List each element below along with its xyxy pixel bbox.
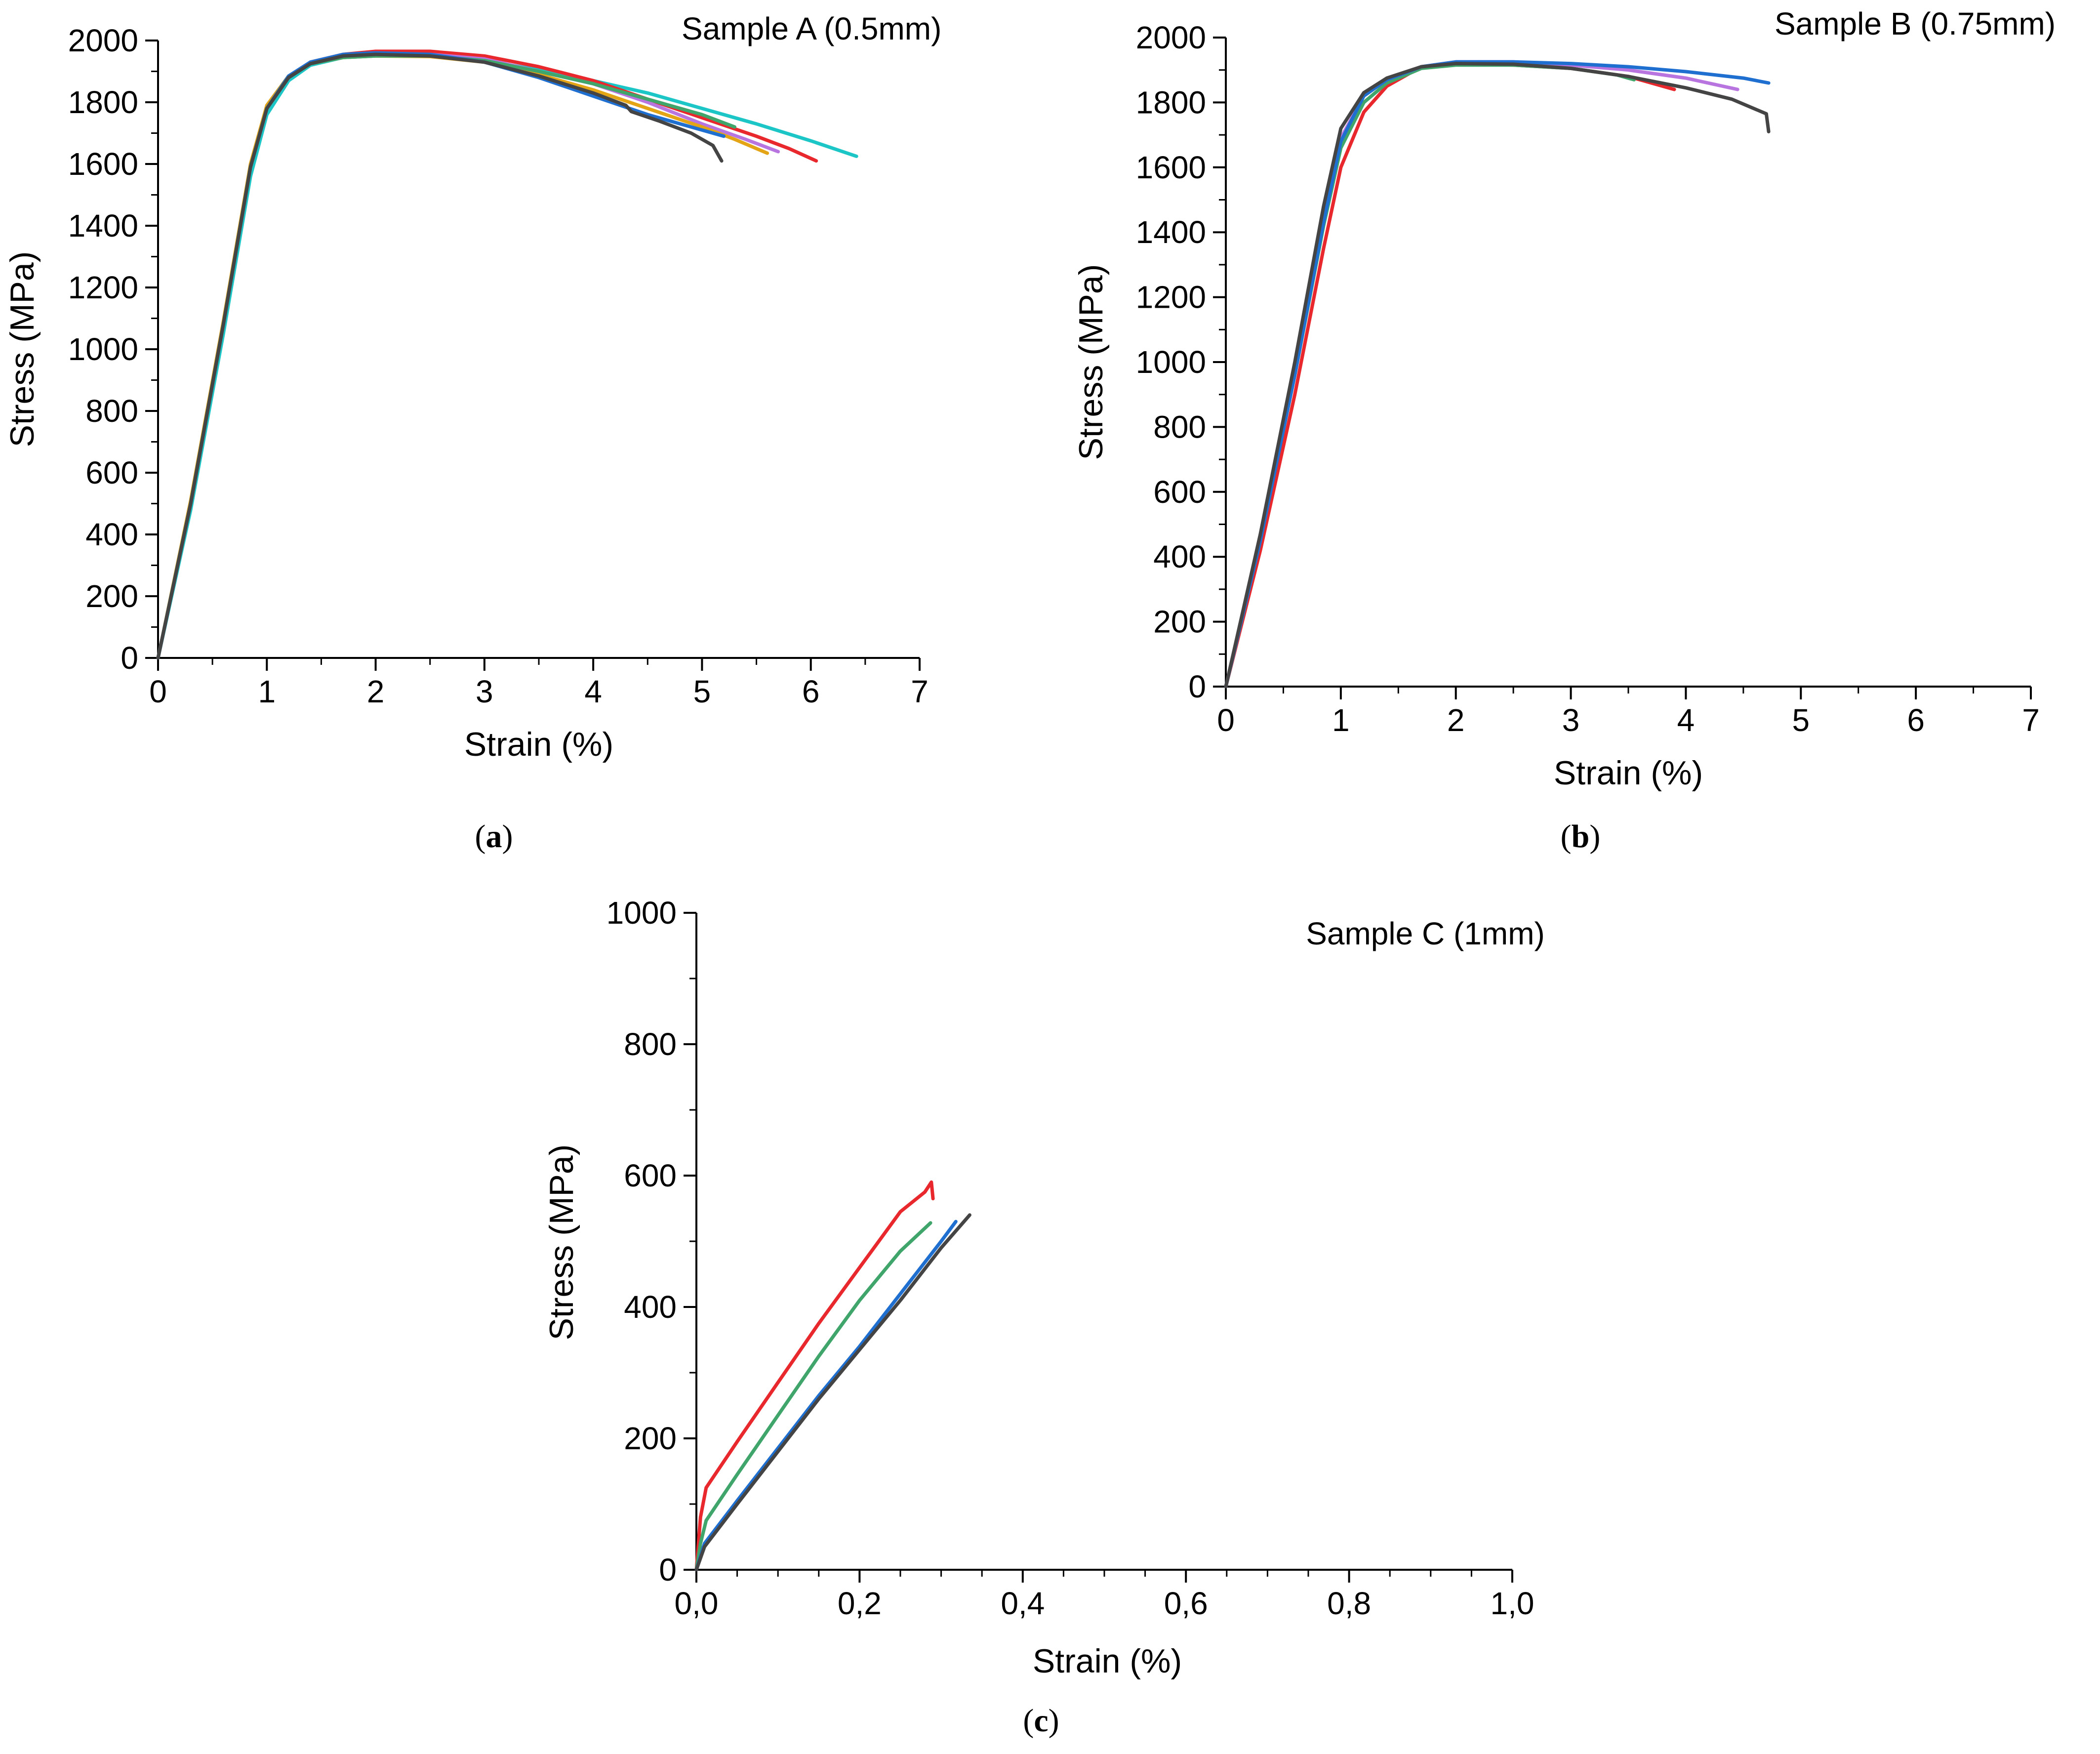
x-axis-label: Strain (%) xyxy=(464,726,613,763)
x-axis-label: Strain (%) xyxy=(1554,754,1703,792)
series-line-green xyxy=(156,54,736,660)
y-tick-label: 800 xyxy=(624,1026,677,1062)
x-tick-label: 4 xyxy=(584,674,602,709)
x-tick-label: 1 xyxy=(258,674,276,709)
x-tick-label: 5 xyxy=(693,674,711,709)
x-tick-label: 0 xyxy=(1217,702,1235,738)
x-tick-label: 0,8 xyxy=(1327,1586,1371,1621)
x-tick-label: 2 xyxy=(1447,702,1465,738)
series-line-green xyxy=(694,1221,932,1572)
y-axis-label: Stress (MPa) xyxy=(1072,264,1110,460)
y-tick-label: 200 xyxy=(85,578,138,614)
series-line-blue xyxy=(1224,60,1771,689)
series-line-black xyxy=(694,1213,971,1572)
series-line-violet xyxy=(156,52,780,660)
y-tick-label: 1800 xyxy=(1136,84,1206,120)
y-tick-label: 2000 xyxy=(68,23,138,58)
series-line-violet xyxy=(1224,60,1739,689)
y-tick-label: 200 xyxy=(624,1421,677,1456)
y-tick-label: 400 xyxy=(624,1289,677,1325)
y-tick-label: 1600 xyxy=(68,146,138,182)
x-tick-label: 1,0 xyxy=(1491,1586,1535,1621)
y-tick-label: 0 xyxy=(1188,669,1206,704)
y-tick-label: 1800 xyxy=(68,84,138,120)
chart-title: Sample C (1mm) xyxy=(1306,916,1545,951)
y-tick-label: 0 xyxy=(121,640,138,676)
series-line-blue xyxy=(694,1220,958,1572)
y-tick-label: 800 xyxy=(1153,409,1206,445)
x-tick-label: 0,6 xyxy=(1164,1586,1208,1621)
x-tick-label: 0,4 xyxy=(1001,1586,1045,1621)
panel-a: 0 1 2 3 4 5 6 7 0 200 400 600 800 1000 1200 1400 1600 180… xyxy=(3,11,941,855)
y-tick-label: 1400 xyxy=(1136,214,1206,250)
x-tick-label: 5 xyxy=(1792,702,1810,738)
y-axis-label: Stress (MPa) xyxy=(543,1144,580,1341)
panel-caption: (b) xyxy=(1561,818,1601,855)
x-tick-label: 4 xyxy=(1677,702,1695,738)
x-tick-label: 6 xyxy=(1907,702,1925,738)
x-tick-label: 0,0 xyxy=(675,1586,719,1621)
y-tick-label: 600 xyxy=(1153,474,1206,510)
x-tick-label: 0 xyxy=(149,674,167,709)
panel-b: 0 1 2 3 4 5 6 7 0 200 400 600 800 1000 1200 1400 1600 180… xyxy=(1072,6,2056,855)
y-axis-label: Stress (MPa) xyxy=(3,251,41,448)
x-tick-label: 7 xyxy=(2022,702,2040,738)
y-tick-label: 2000 xyxy=(1136,20,1206,55)
y-tick-label: 1600 xyxy=(1136,150,1206,185)
panel-caption: (a) xyxy=(475,818,513,855)
series-line-green xyxy=(1224,63,1636,689)
series-line-blue xyxy=(156,51,726,660)
chart-title: Sample A (0.5mm) xyxy=(682,11,941,46)
y-tick-label: 1000 xyxy=(1136,344,1206,380)
y-tick-label: 400 xyxy=(85,517,138,552)
x-tick-label: 2 xyxy=(367,674,385,709)
x-tick-label: 7 xyxy=(911,674,929,709)
y-tick-label: 1200 xyxy=(68,270,138,305)
y-tick-label: 600 xyxy=(624,1158,677,1193)
x-tick-label: 3 xyxy=(476,674,493,709)
y-tick-label: 400 xyxy=(1153,539,1206,574)
series-line-black xyxy=(156,52,724,660)
x-axis-label: Strain (%) xyxy=(1033,1642,1182,1680)
panel-c: 0,0 0,2 0,4 0,6 0,8 1,0 0 200 400 600 800 1000 Sampl… xyxy=(543,895,1545,1739)
x-tick-label: 0,2 xyxy=(838,1586,882,1621)
series-line-red xyxy=(694,1180,935,1572)
x-tick-label: 1 xyxy=(1332,702,1350,738)
x-tick-label: 6 xyxy=(802,674,820,709)
series-line-black xyxy=(1224,62,1771,689)
x-tick-label: 3 xyxy=(1562,702,1580,738)
series-line-orange xyxy=(156,54,769,660)
y-tick-label: 1000 xyxy=(606,895,677,931)
y-tick-label: 600 xyxy=(85,455,138,490)
y-tick-label: 800 xyxy=(85,393,138,429)
chart-title: Sample B (0.75mm) xyxy=(1775,6,2056,41)
y-tick-label: 200 xyxy=(1153,604,1206,640)
y-tick-label: 1200 xyxy=(1136,280,1206,315)
y-tick-label: 0 xyxy=(659,1552,677,1588)
y-tick-label: 1400 xyxy=(68,208,138,244)
y-tick-label: 1000 xyxy=(68,331,138,367)
panel-caption: (c) xyxy=(1023,1703,1059,1739)
